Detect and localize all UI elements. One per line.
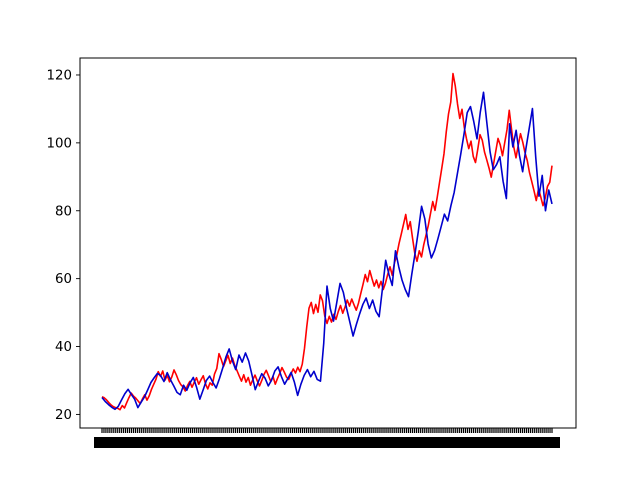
y-tick-label: 120 — [47, 68, 72, 83]
x-axis-ticks — [94, 428, 560, 448]
y-tick-label: 40 — [55, 340, 72, 355]
y-tick-label: 80 — [55, 204, 72, 219]
y-axis-ticks: 20 40 60 80 100 120 — [47, 68, 80, 423]
axes-frame — [79, 57, 577, 429]
y-tick-label: 60 — [55, 272, 72, 287]
x-tick-label-overlap — [544, 437, 560, 448]
series-line-2 — [101, 91, 553, 411]
series-line-1 — [101, 72, 553, 411]
y-tick-label: 100 — [47, 136, 72, 151]
plot-area — [101, 72, 553, 411]
y-tick-label: 20 — [55, 408, 72, 423]
